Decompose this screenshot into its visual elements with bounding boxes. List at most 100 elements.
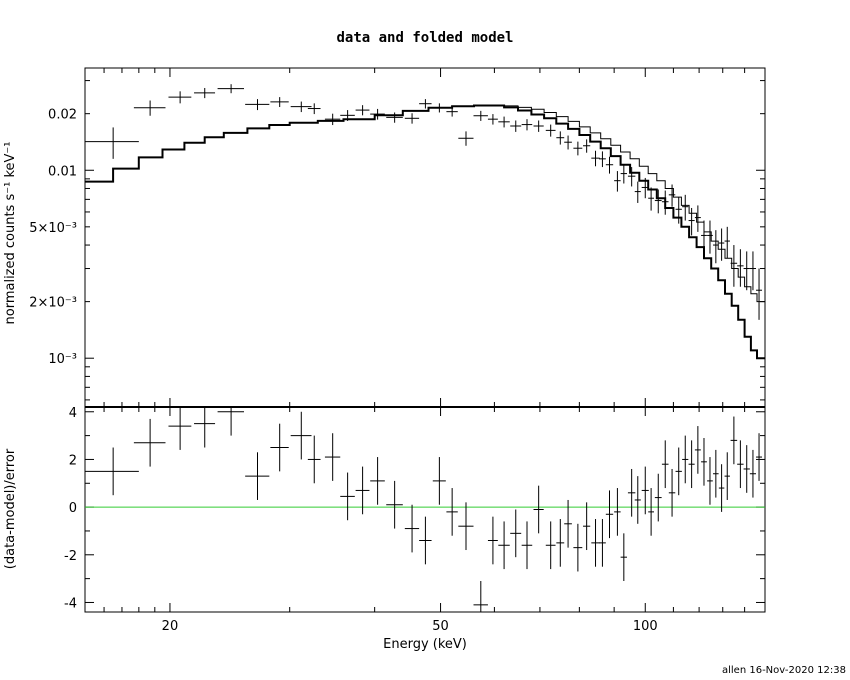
data-point <box>598 151 606 168</box>
data-point <box>168 91 192 104</box>
residual-point <box>724 452 730 500</box>
data-point <box>487 114 498 125</box>
footer-stamp: allen 16-Nov-2020 12:38 <box>722 665 846 676</box>
residual-point <box>307 435 321 484</box>
data-point <box>743 251 750 291</box>
data-point <box>324 113 341 126</box>
data-point <box>605 156 614 174</box>
residual-point <box>688 440 695 489</box>
y-tick-label-bottom: 4 <box>69 406 77 421</box>
residual-point <box>707 457 713 505</box>
y-tick-label-top: 0.02 <box>48 108 77 123</box>
data-point <box>701 220 707 254</box>
data-point <box>583 139 591 153</box>
top-y-axis-label: normalized counts s⁻¹ keV⁻¹ <box>3 142 18 325</box>
residual-point <box>648 488 654 536</box>
residual-point <box>583 502 591 551</box>
data-point <box>533 120 544 132</box>
residual-point <box>737 440 744 489</box>
model-curve <box>85 104 765 360</box>
data-point <box>85 127 139 159</box>
data-point <box>556 131 565 145</box>
data-point <box>694 205 701 232</box>
data-point <box>370 108 385 120</box>
data-point <box>458 131 474 146</box>
data-point <box>307 103 321 115</box>
residual-point <box>446 488 458 536</box>
data-point <box>545 124 556 137</box>
data-point <box>737 249 744 287</box>
data-point <box>446 107 458 117</box>
y-tick-label-bottom: 2 <box>69 453 77 468</box>
chart-title: data and folded model <box>336 30 513 46</box>
residual-point <box>270 423 289 472</box>
residual-point <box>386 480 403 529</box>
residual-point <box>605 490 614 539</box>
data-point <box>661 190 669 215</box>
data-point <box>194 87 216 99</box>
data-point <box>654 189 662 214</box>
residual-point <box>432 457 446 505</box>
data-point <box>573 141 583 156</box>
residual-point <box>564 499 572 548</box>
residual-point <box>473 581 488 612</box>
data-point <box>682 194 689 221</box>
residual-point <box>598 519 606 567</box>
data-point <box>432 103 446 113</box>
data-point <box>498 116 510 128</box>
residual-point <box>245 452 270 500</box>
x-axis-label: Energy (keV) <box>383 637 467 652</box>
residual-point <box>340 472 355 521</box>
residual-point <box>641 466 649 515</box>
residual-point <box>694 426 701 474</box>
data-point <box>290 101 312 113</box>
residual-point <box>573 523 583 572</box>
y-tick-label-bottom: 0 <box>69 501 77 516</box>
residual-point <box>194 407 216 448</box>
data-point <box>668 184 676 207</box>
residual-point <box>634 476 641 524</box>
residual-point <box>749 449 757 498</box>
residual-point <box>675 447 682 496</box>
residual-point <box>682 435 689 484</box>
residual-point <box>521 521 533 570</box>
data-point <box>355 105 370 116</box>
data-point <box>419 99 432 109</box>
residual-point <box>404 504 420 553</box>
residual-point <box>324 433 341 481</box>
residual-point <box>498 521 510 570</box>
model-curve-thin <box>85 104 765 303</box>
data-point <box>756 268 763 320</box>
y-tick-label-bottom: -2 <box>64 549 77 564</box>
y-tick-label-top: 10⁻³ <box>48 352 77 367</box>
data-point <box>217 84 245 94</box>
data-point <box>386 112 403 123</box>
data-point <box>564 135 572 150</box>
residual-point <box>661 440 669 489</box>
residual-point <box>718 464 725 512</box>
data-point <box>724 226 730 259</box>
data-point <box>713 230 719 264</box>
data-point <box>473 110 488 121</box>
residual-point <box>355 466 370 515</box>
data-point <box>688 207 695 236</box>
data-point <box>404 113 420 124</box>
residual-point <box>168 407 192 450</box>
y-tick-label-top: 2×10⁻³ <box>29 296 77 311</box>
x-tick-label: 100 <box>633 619 658 634</box>
residual-point <box>85 447 139 496</box>
residual-plot-frame <box>84 406 766 613</box>
data-point <box>521 119 533 131</box>
data-point <box>627 167 636 187</box>
data-point <box>634 181 641 203</box>
bottom-y-axis-label: (data-model)/error <box>3 448 18 569</box>
data-point <box>591 150 600 167</box>
y-tick-label-top: 0.01 <box>48 164 77 179</box>
data-point <box>675 197 682 224</box>
residual-point <box>591 519 600 567</box>
data-point <box>718 228 725 261</box>
residual-point <box>133 418 166 467</box>
residual-point <box>743 445 750 493</box>
data-point <box>510 120 522 132</box>
